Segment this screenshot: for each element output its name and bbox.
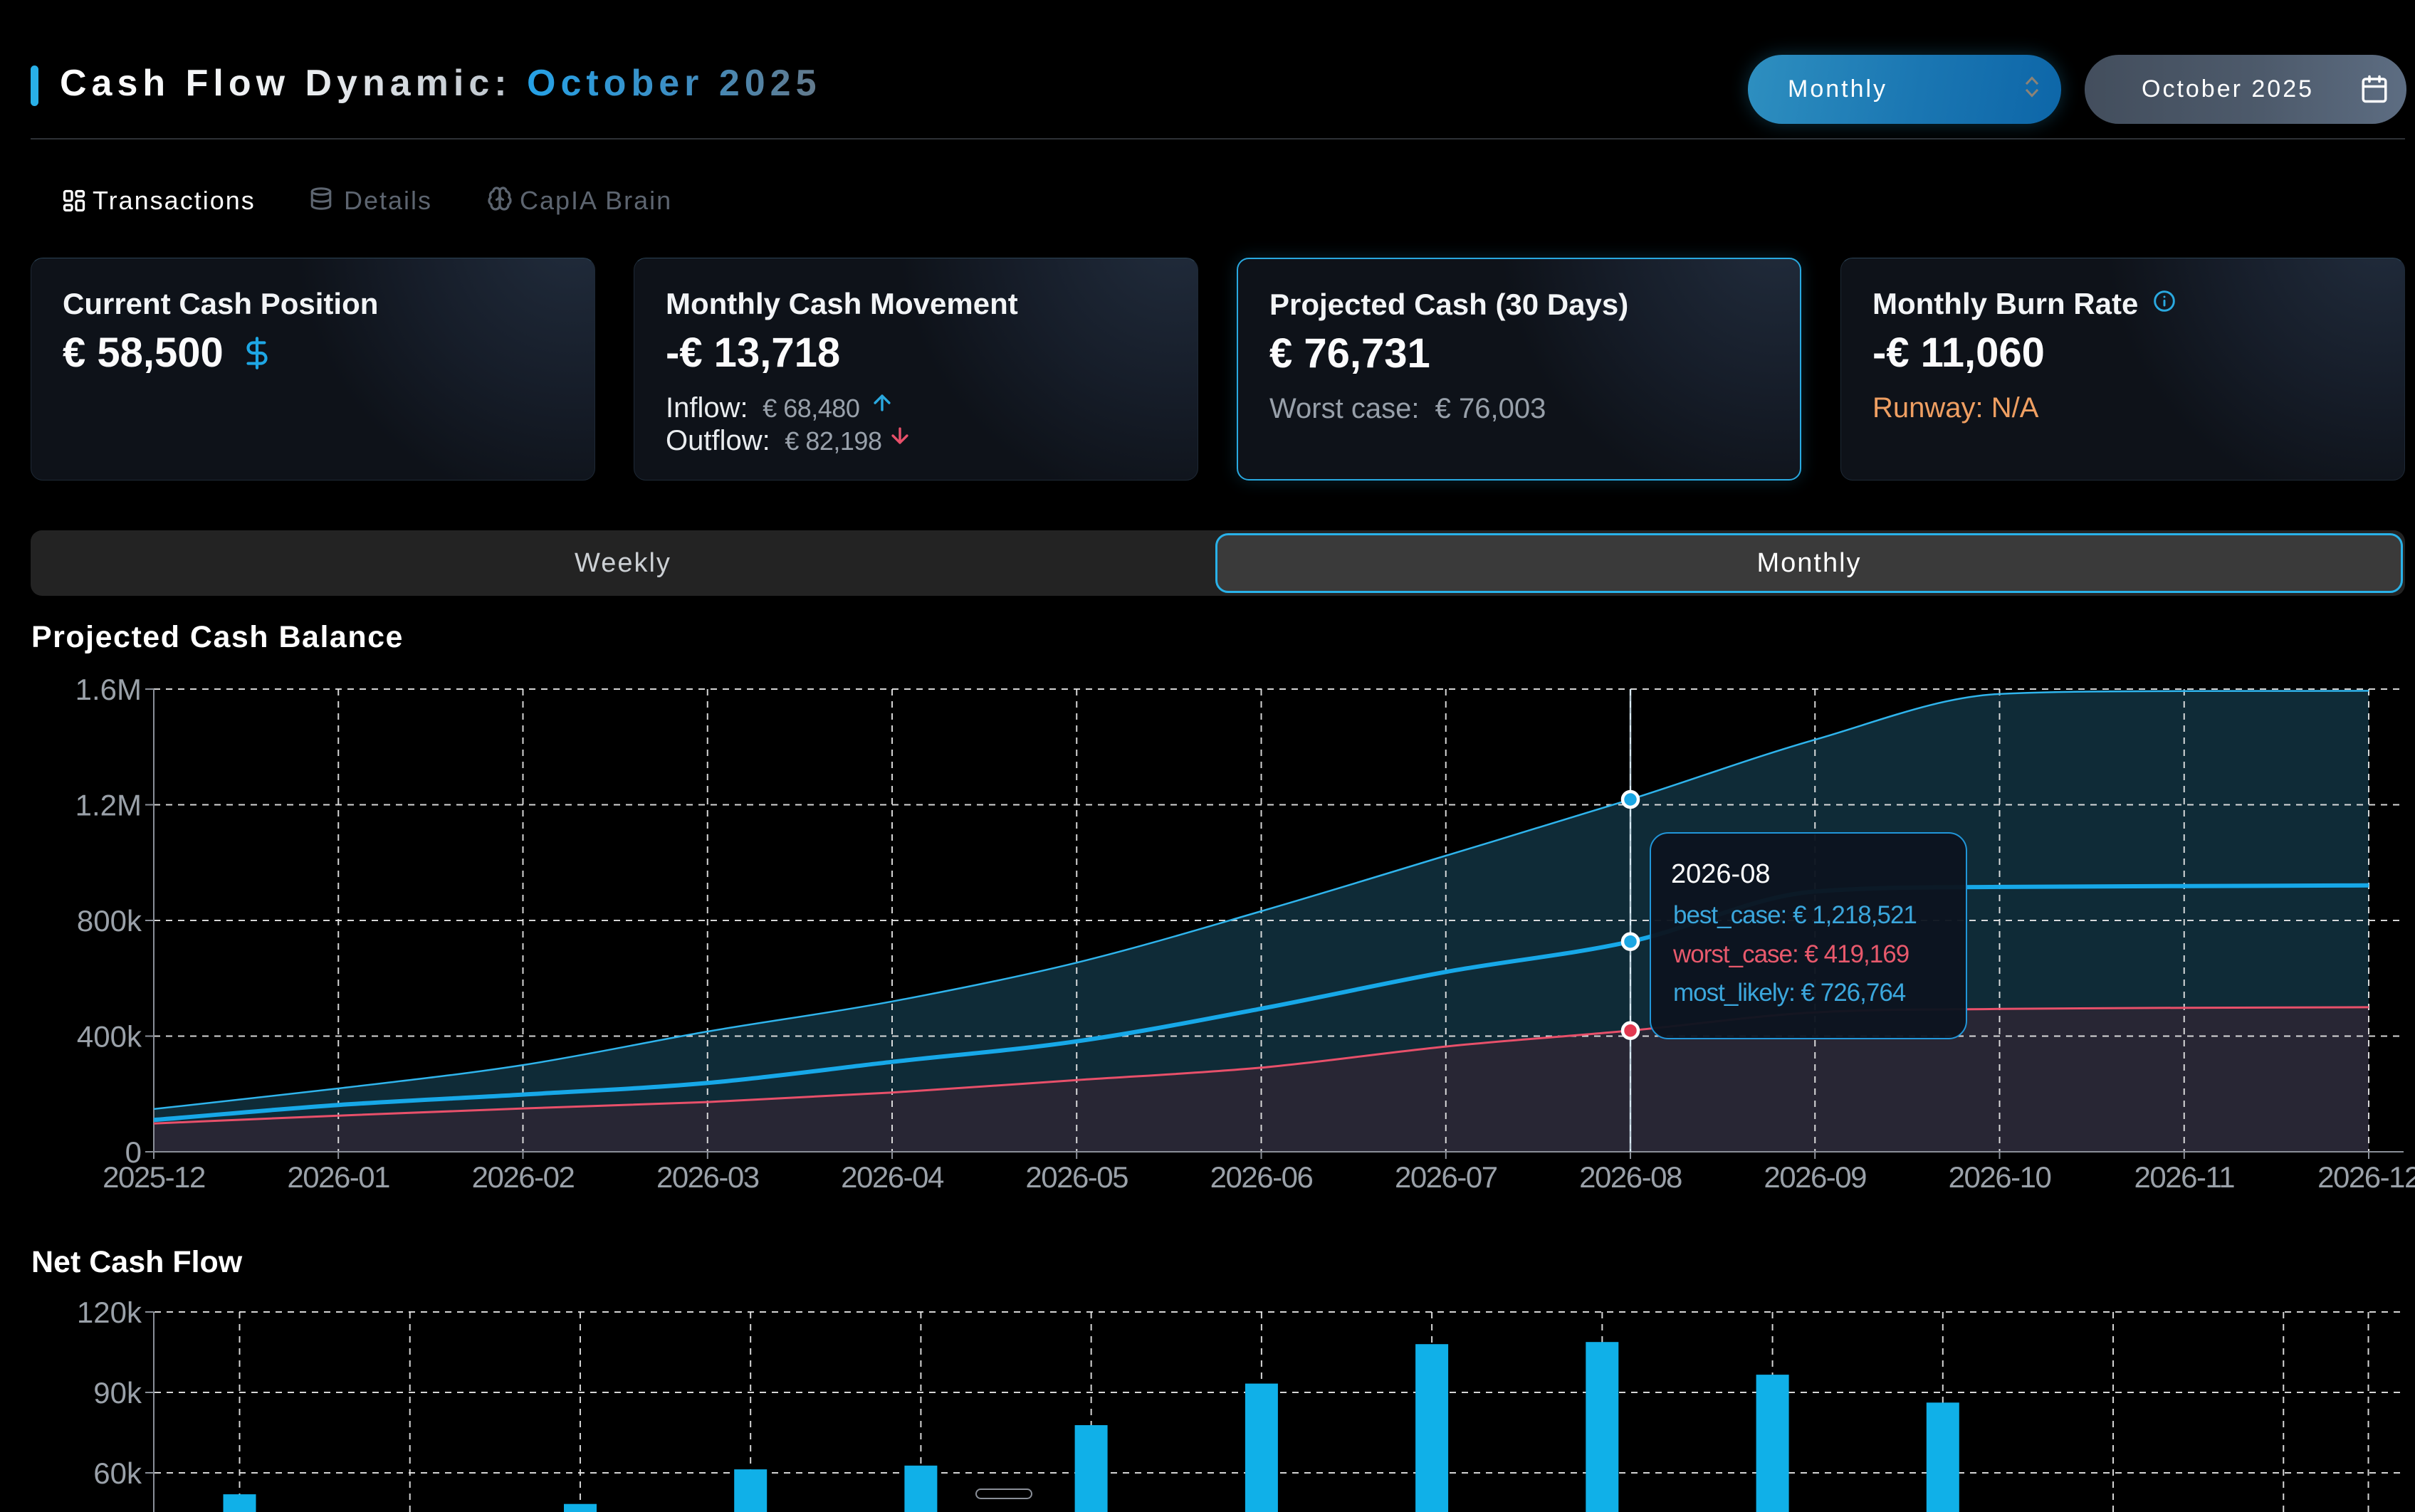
svg-text:60k: 60k: [93, 1456, 142, 1490]
svg-text:1.6M: 1.6M: [75, 673, 142, 706]
svg-text:2026-06: 2026-06: [1210, 1160, 1313, 1194]
svg-text:2026-11: 2026-11: [2134, 1160, 2235, 1194]
svg-text:2026-05: 2026-05: [1025, 1160, 1128, 1194]
svg-text:2026-02: 2026-02: [472, 1160, 575, 1194]
svg-text:2026-09: 2026-09: [1764, 1160, 1866, 1194]
svg-text:90k: 90k: [93, 1376, 142, 1409]
svg-text:2026-04: 2026-04: [841, 1160, 944, 1194]
svg-text:2026-01: 2026-01: [287, 1160, 389, 1194]
svg-text:120k: 120k: [77, 1301, 142, 1329]
svg-text:800k: 800k: [77, 904, 142, 938]
svg-text:2026-10: 2026-10: [1949, 1160, 2051, 1194]
svg-text:2026-08: 2026-08: [1579, 1160, 1682, 1194]
svg-text:2025-12: 2025-12: [103, 1160, 205, 1194]
svg-text:1.2M: 1.2M: [75, 789, 142, 822]
svg-text:2026-03: 2026-03: [656, 1160, 759, 1194]
svg-text:0: 0: [125, 1135, 142, 1169]
svg-text:2026-07: 2026-07: [1395, 1160, 1497, 1194]
svg-text:400k: 400k: [77, 1020, 142, 1054]
svg-text:2026-12: 2026-12: [2317, 1160, 2415, 1194]
